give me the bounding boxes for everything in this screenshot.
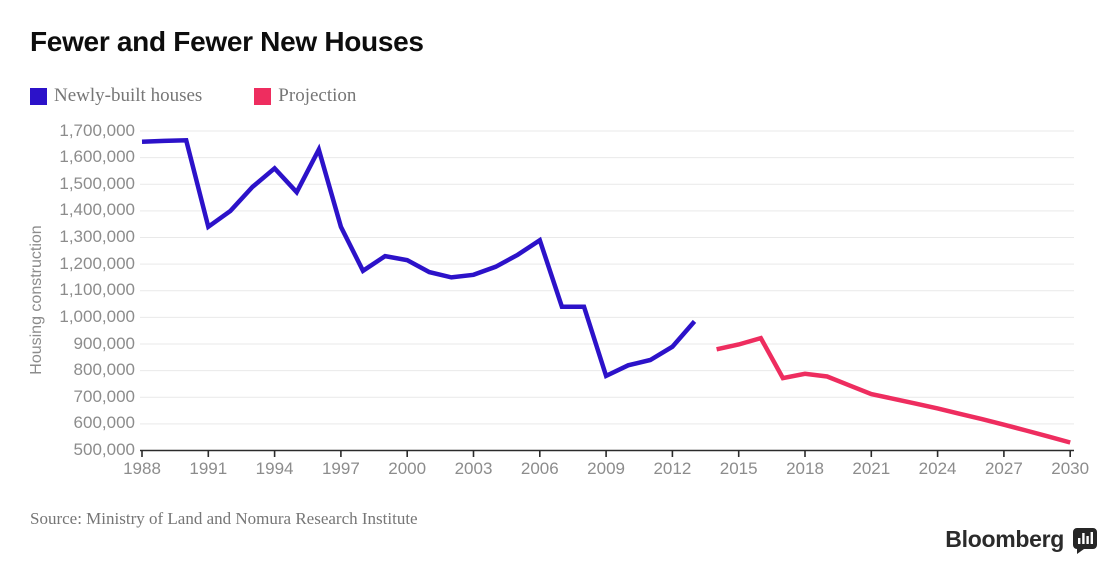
newly-built-houses-line <box>141 138 697 380</box>
x-tick-label: 2018 <box>786 459 824 478</box>
y-tick-label: 1,400,000 <box>59 200 135 220</box>
y-tick-label: 500,000 <box>73 440 135 459</box>
y-tick-label: 1,500,000 <box>59 173 135 193</box>
y-tick-label: 1,000,000 <box>59 306 135 326</box>
y-tick-label: 800,000 <box>73 360 135 380</box>
x-tick-label: 2015 <box>719 459 758 478</box>
x-tick-label: 2021 <box>852 459 891 478</box>
x-tick-label: 2024 <box>918 459 957 478</box>
legend-swatch-projection <box>254 87 272 105</box>
bar-chart-icon <box>1073 528 1097 554</box>
legend-label-projection: Projection <box>278 85 357 106</box>
y-tick-label: 1,200,000 <box>59 253 135 273</box>
x-tick-label: 1997 <box>321 459 360 478</box>
x-tick-label: 2009 <box>587 459 625 478</box>
y-tick-label: 900,000 <box>73 333 135 353</box>
x-tick-label: 2030 <box>1051 459 1090 478</box>
x-tick-label: 2006 <box>520 459 559 478</box>
x-tick-label: 1988 <box>123 459 161 478</box>
y-tick-label: 600,000 <box>73 413 135 433</box>
y-tick-label: 1,300,000 <box>59 227 135 246</box>
y-tick-label: 1,700,000 <box>59 120 135 140</box>
x-tick-label: 2003 <box>454 459 493 478</box>
x-tick-label: 1994 <box>255 459 294 478</box>
source-note: Source: Ministry of Land and Nomura Rese… <box>30 509 418 528</box>
x-tick-label: 2027 <box>984 459 1023 478</box>
bloomberg-logo: Bloomberg <box>945 527 1097 554</box>
y-tick-label: 700,000 <box>73 386 135 406</box>
x-tick-label: 2012 <box>653 459 692 478</box>
chart-title: Fewer and Fewer New Houses <box>30 26 424 57</box>
y-tick-label: 1,100,000 <box>59 280 135 300</box>
bloomberg-wordmark: Bloomberg <box>945 526 1064 552</box>
legend-label-newly-built-houses: Newly-built houses <box>54 85 203 106</box>
y-tick-label: 1,600,000 <box>59 147 135 167</box>
legend: Newly-built houses Projection <box>30 85 357 106</box>
legend-swatch-newly-built-houses <box>30 87 47 105</box>
projection-line <box>716 335 1071 445</box>
x-tick-label: 1991 <box>189 459 228 478</box>
x-tick-label: 2000 <box>388 459 427 478</box>
